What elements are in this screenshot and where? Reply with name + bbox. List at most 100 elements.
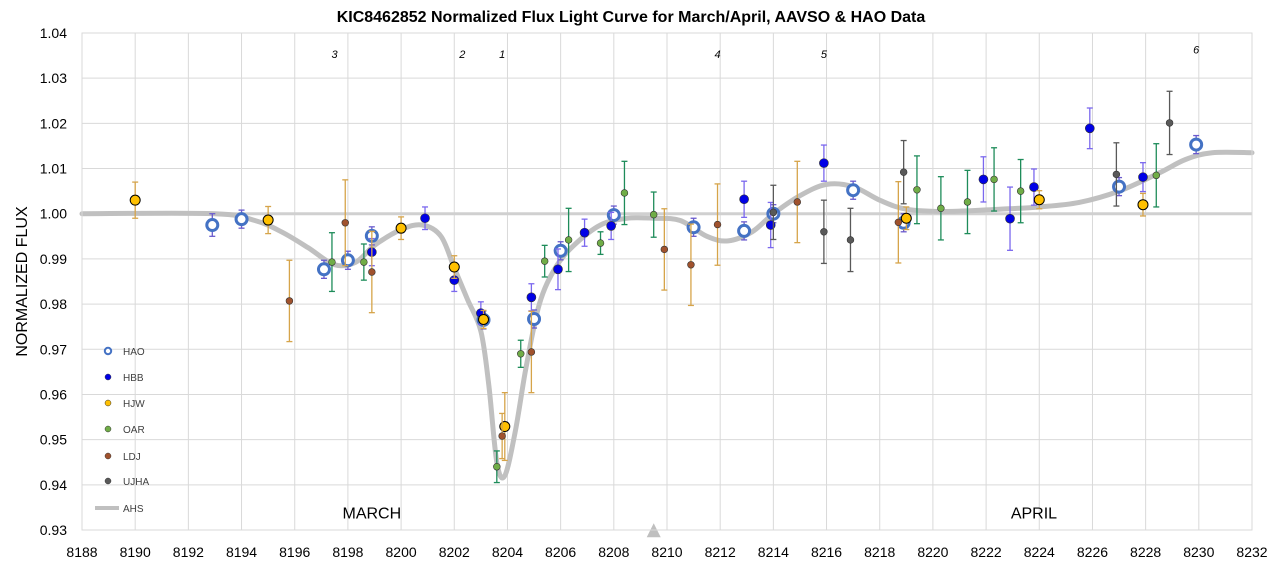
- y-tick-label: 1.02: [40, 115, 67, 131]
- x-tick-label: 8208: [598, 544, 629, 560]
- hao-point: [1112, 179, 1127, 194]
- event-number-label: 1: [499, 49, 505, 61]
- chart-title: KIC8462852 Normalized Flux Light Curve f…: [337, 9, 926, 26]
- annotation-layer: 3 2 1 4 5 6 MARCH APRIL: [332, 44, 1200, 538]
- event-number-label: 4: [714, 49, 720, 61]
- oar-point: [963, 198, 972, 206]
- x-tick-label: 8232: [1236, 544, 1267, 560]
- hao-point: [527, 312, 542, 327]
- ldj-point: [527, 348, 536, 356]
- y-tick-label: 0.96: [40, 386, 67, 402]
- oar-point: [990, 175, 998, 184]
- hjw-point: [395, 222, 407, 234]
- oar-point: [913, 186, 921, 194]
- legend: HAO HBB HJW OAR LDJ UJHA AHS: [95, 346, 149, 515]
- y-tick-label: 0.98: [40, 296, 67, 312]
- legend-ldj-swatch: [104, 452, 112, 460]
- hao-point: [340, 253, 355, 268]
- month-label: MARCH: [343, 506, 402, 523]
- y-tick-label: 1.01: [40, 161, 67, 177]
- x-tick-label: 8202: [439, 544, 470, 560]
- hbb-point: [1138, 172, 1148, 182]
- hjw-point: [1033, 194, 1045, 206]
- ldj-point: [687, 261, 695, 269]
- x-tick-label: 8214: [758, 544, 789, 560]
- ujha-point: [846, 236, 855, 244]
- x-tick-label: 8212: [705, 544, 736, 560]
- x-tick-label: 8200: [386, 544, 417, 560]
- oar-point: [517, 350, 525, 358]
- y-tick-label: 0.97: [40, 341, 67, 357]
- y-tick-label: 0.99: [40, 251, 67, 267]
- oar-series: [328, 143, 1160, 484]
- event-number-label: 3: [332, 49, 339, 61]
- hbb-point: [978, 174, 989, 185]
- hbb-point: [1029, 182, 1039, 192]
- legend-hbb-swatch: [104, 373, 112, 381]
- x-tick-label: 8206: [545, 544, 576, 560]
- hao-point: [234, 212, 249, 227]
- ahs-curve-layer: [79, 149, 1255, 481]
- x-tick-label: 8222: [971, 544, 1002, 560]
- hbb-point: [739, 194, 749, 205]
- hao-point: [316, 262, 331, 277]
- hjw-point: [499, 421, 511, 433]
- x-tick-label: 8216: [811, 544, 842, 560]
- hao-point: [846, 183, 861, 198]
- hjw-point: [262, 214, 274, 226]
- ujha-series: [769, 90, 1174, 273]
- hjw-point: [1137, 199, 1149, 211]
- legend-ahs-label: AHS: [123, 504, 144, 515]
- oar-point: [328, 258, 336, 266]
- ujha-point: [1165, 119, 1174, 127]
- legend-ujha-swatch: [104, 477, 112, 485]
- y-tick-label: 1.00: [40, 206, 67, 222]
- ldj-point: [498, 432, 506, 440]
- oar-point: [650, 210, 658, 219]
- hao-point: [205, 218, 220, 233]
- oar-point: [596, 239, 605, 247]
- hbb-point: [553, 264, 563, 275]
- y-tick-label: 1.04: [40, 25, 67, 41]
- y-tick-label: 0.95: [40, 432, 67, 448]
- ahs-curve: [79, 149, 1255, 481]
- event-number-label: 2: [458, 49, 465, 61]
- hao-point: [606, 208, 621, 223]
- hjw-point: [900, 212, 912, 224]
- y-tick-label: 0.94: [40, 477, 67, 493]
- oar-point: [620, 189, 629, 197]
- hao-point: [686, 220, 701, 235]
- hao-point: [1189, 137, 1204, 152]
- oar-point: [564, 236, 573, 244]
- x-tick-label: 8230: [1183, 544, 1214, 560]
- oar-point: [1016, 187, 1025, 195]
- legend-hao-swatch: [103, 346, 113, 356]
- ldj-point: [368, 268, 376, 276]
- oar-point: [360, 258, 368, 266]
- x-tick-label: 8188: [66, 544, 97, 560]
- hbb-point: [526, 292, 537, 303]
- data-points-layer: [129, 90, 1204, 484]
- month-label: APRIL: [1011, 506, 1057, 523]
- legend-oar-swatch: [104, 425, 112, 433]
- hbb-point: [579, 227, 590, 238]
- x-tick-label: 8226: [1077, 544, 1108, 560]
- hao-point: [737, 223, 752, 238]
- x-tick-label: 8228: [1130, 544, 1161, 560]
- ujha-point: [820, 228, 828, 236]
- x-tick-label: 8210: [651, 544, 682, 560]
- ldj-point: [894, 218, 903, 227]
- hjw-point: [478, 313, 490, 325]
- y-tick-label: 0.93: [40, 522, 67, 538]
- x-tick-label: 8204: [492, 544, 523, 560]
- hbb-point: [420, 213, 430, 224]
- legend-ujha-label: UJHA: [123, 477, 149, 488]
- axis-layer: 8188 8190 8192 8194 8196 8198 8200 8202 8204 8206…: [40, 25, 1268, 560]
- oar-point: [937, 204, 945, 213]
- oar-point: [493, 463, 501, 471]
- ldj-point: [660, 245, 669, 254]
- y-tick-label: 1.03: [40, 70, 67, 86]
- hbb-point: [1084, 123, 1095, 134]
- ldj-series: [285, 160, 903, 460]
